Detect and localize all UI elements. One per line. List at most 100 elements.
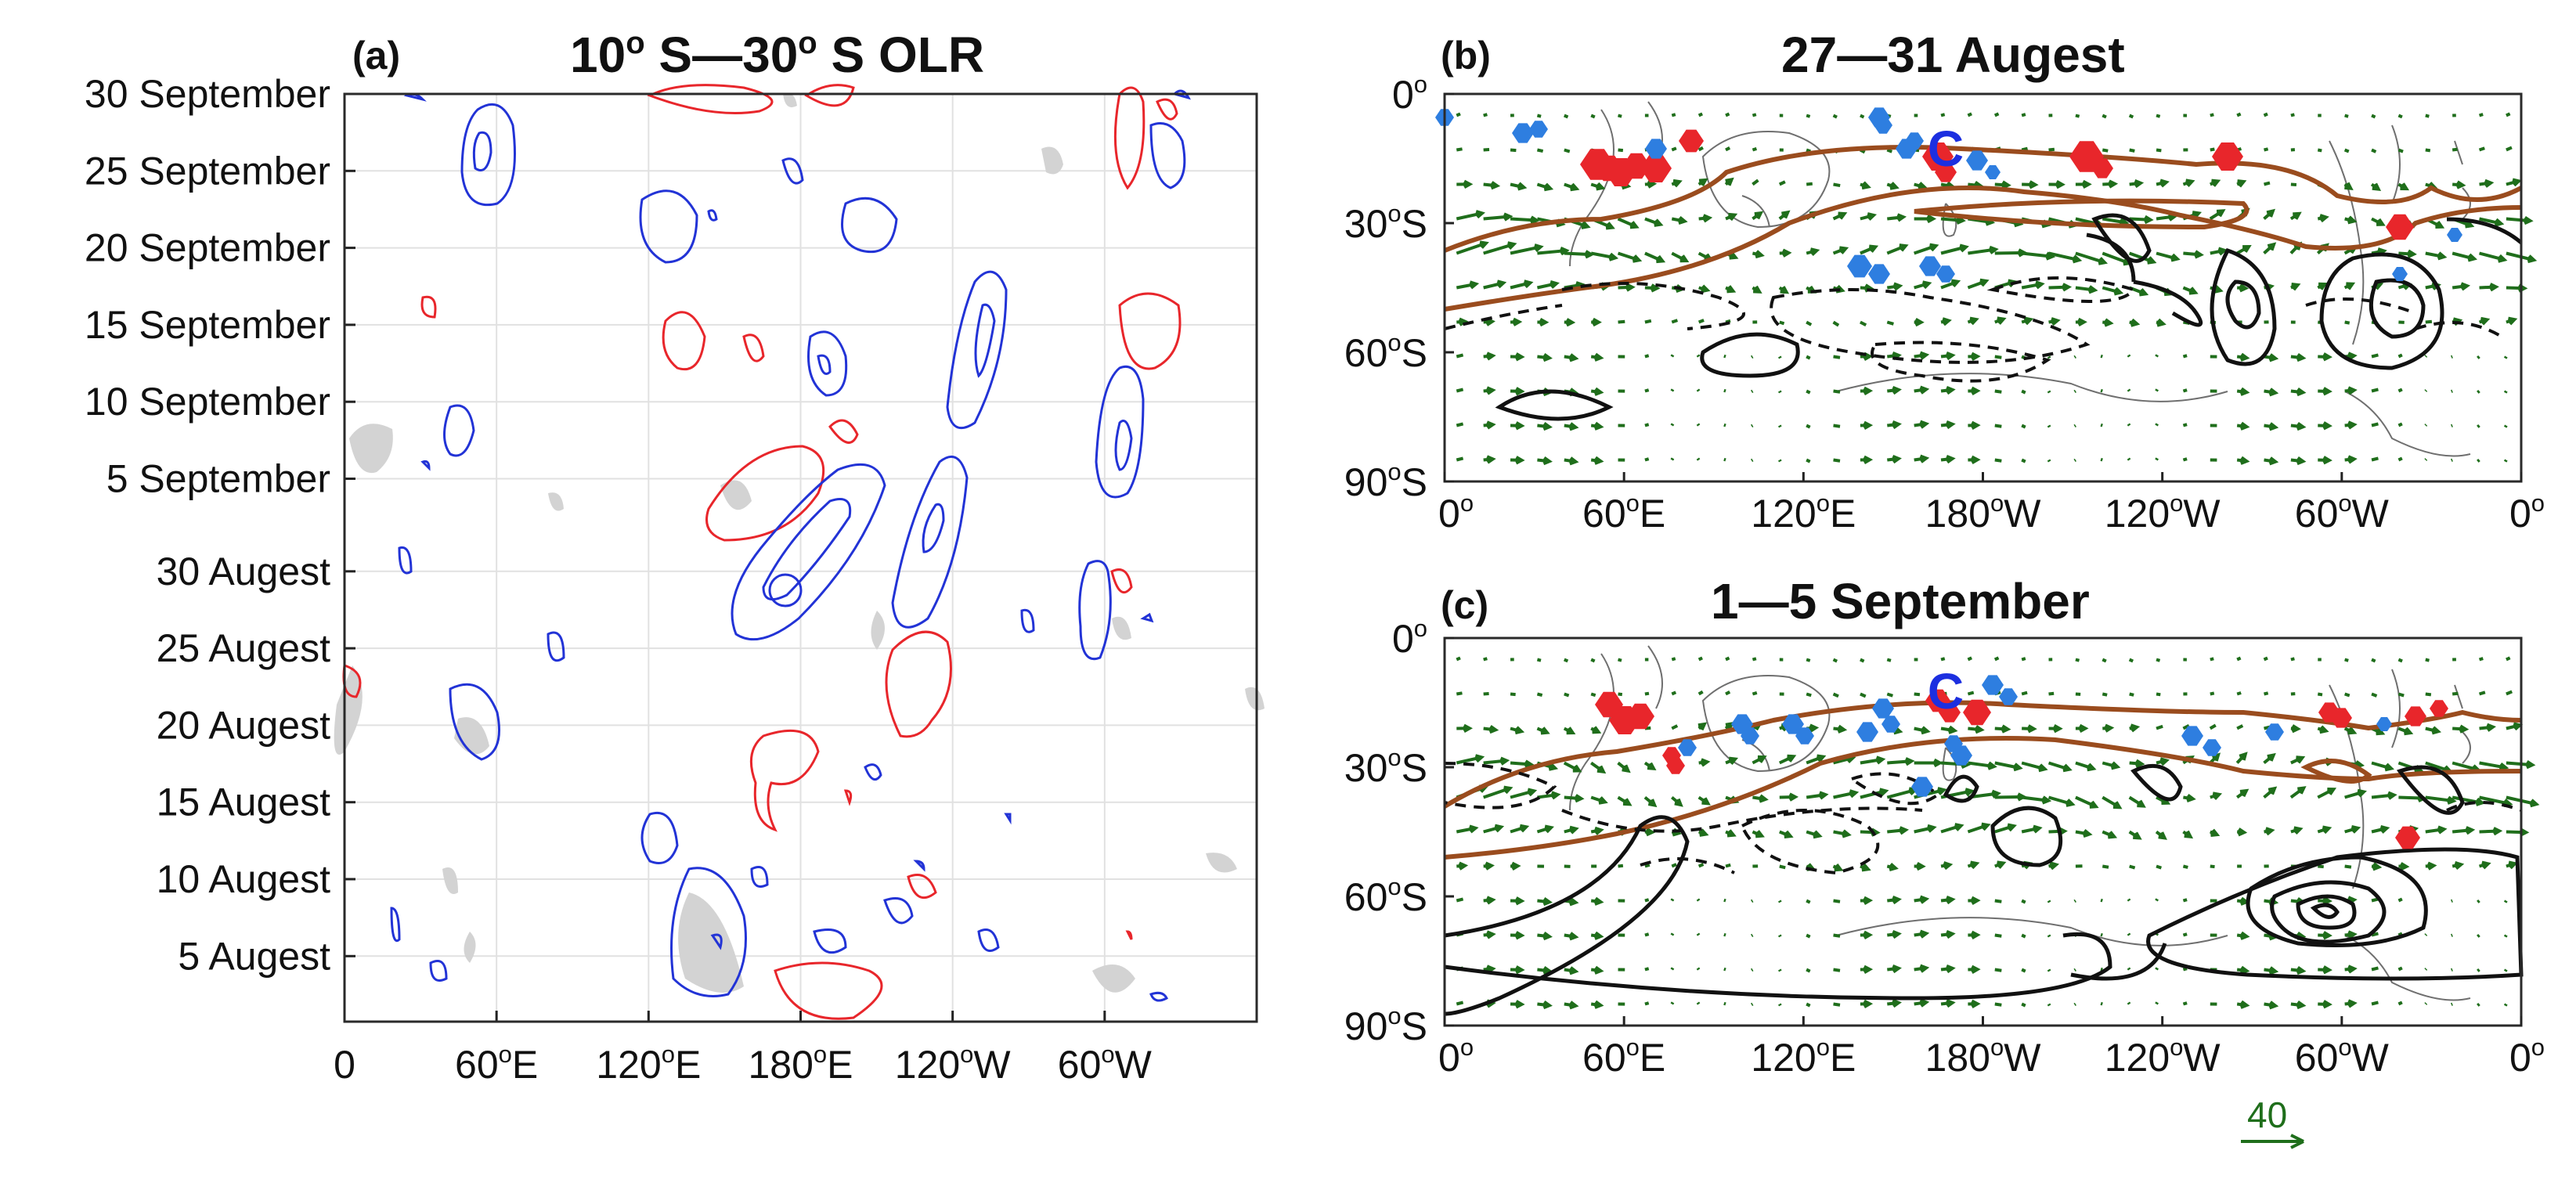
panel-c-letter: (c) [1441,583,1488,627]
wind-vector-head [1889,182,1900,190]
wind-vector [2506,112,2511,117]
panel-c-y-ticks: 0o 30oS 60oS 90oS [1344,615,1454,1048]
wind-vector-head [1991,789,2001,799]
wind-vector [2021,1002,2026,1008]
wind-vector-head [2213,285,2224,294]
blue-contour [1095,366,1145,499]
coastline [2329,140,2365,345]
blue-contour [1020,608,1035,633]
blue-contour [1172,89,1191,100]
wind-vector [2156,251,2178,261]
wind-vector-head [2296,755,2306,764]
y-tick-label: 90oS [1344,458,1427,504]
wind-vector-head [2456,180,2466,189]
wind-vector [2371,966,2379,972]
wind-vector-head [2087,763,2097,772]
wind-vector [1536,148,1544,153]
panel-c-map: C [1443,636,2540,1027]
wind-vector-head [2372,182,2382,192]
wind-vector [2344,692,2351,698]
wind-vector-head [1754,211,1764,220]
wind-vector [2397,897,2403,903]
wind-vector [2129,692,2134,697]
panel-a-x-ticks: 0 60oE 120oE 180oE 120oW 60oW [334,1011,1153,1087]
red-patch [1640,154,1672,182]
wind-vector [1994,424,2002,428]
wind-vector-head [1539,317,1550,327]
blue-patch [1741,727,1759,745]
significance-patches [1595,675,2448,849]
wind-vector-head [1540,727,1550,735]
wind-vector [2371,353,2379,359]
dashed-contour [1770,288,2091,364]
wind-vector [1644,863,1651,868]
wind-vector-head [1919,454,1930,463]
wind-vector [1752,147,1758,152]
wind-vector-head [2296,1001,2307,1010]
panel-a-frame [343,92,1258,1023]
blue-patch [2181,726,2203,746]
wind-vector [1778,180,1786,186]
wind-vector-head [2489,283,2499,292]
wind-vector-head [1503,785,1513,795]
panel-c: (c) 1—5 September C 0o 30oS 60oS 90oS 0o 60o… [1344,573,2545,1080]
wind-vector-head [2053,724,2063,734]
solid-contour [2446,217,2523,244]
wind-vector-head [1861,181,1871,190]
wind-vector [1940,217,1963,222]
wind-vector [2047,355,2051,359]
wind-vector-head [1515,421,1525,431]
wind-vector [1510,789,1535,799]
wind-vector-head [1979,278,1990,287]
wind-vector-head [1605,222,1615,230]
wind-vector-head [2134,178,2145,189]
wind-vector-head [1943,861,1954,871]
solid-contour [1990,806,2063,867]
wind-vector [2021,424,2026,429]
blue-contour [640,812,679,864]
wind-vector-head [2319,725,2329,734]
solid-contour [2270,880,2387,944]
wind-vector [1590,658,1596,663]
blue-patch [1985,165,2001,179]
wind-vector-head [1594,965,1604,975]
wind-vector [2236,656,2242,662]
solid-contour [2296,894,2357,930]
wind-vector [1671,146,1677,152]
wind-vector-head [1499,756,1510,766]
wind-vector [2127,354,2131,358]
wind-vector [1644,388,1650,393]
wind-vector-head [1569,966,1579,975]
wind-vector-head [1755,830,1765,838]
wind-vector [2021,795,2049,802]
wind-vector [2317,148,2322,153]
wind-vector-head [1517,182,1528,191]
x-tick-label: 60oE [455,1040,538,1087]
wind-vector-head [2133,831,2142,840]
wind-vector [1696,1001,1701,1005]
wind-vector [1697,690,1704,696]
wind-vector [2371,148,2377,153]
wind-vector-head [1594,352,1604,362]
blue-contour [1149,122,1186,189]
wind-vector [2182,354,2188,359]
wind-vector-head [1946,998,1956,1008]
wind-vector-head [2240,387,2250,396]
wind-vector-head [1515,896,1525,906]
wind-vector-head [1656,254,1666,264]
wind-vector [2397,1001,2403,1006]
wind-vector-head [1475,210,1485,219]
wind-vector-head [1755,250,1765,259]
wind-vector-head [1548,763,1559,771]
wind-vector-head [1569,1001,1579,1010]
x-tick-label: 0o [1438,1033,1474,1080]
wind-vector-head [1922,280,1932,290]
wind-vector [2129,864,2136,870]
wind-vector [2127,457,2131,461]
wind-vector-head [1946,454,1956,464]
blue-contour [449,683,500,761]
blue-contour [817,354,832,375]
wind-vector [1618,692,1623,697]
wind-vector-head [1515,387,1525,396]
blue-contour [974,303,996,378]
